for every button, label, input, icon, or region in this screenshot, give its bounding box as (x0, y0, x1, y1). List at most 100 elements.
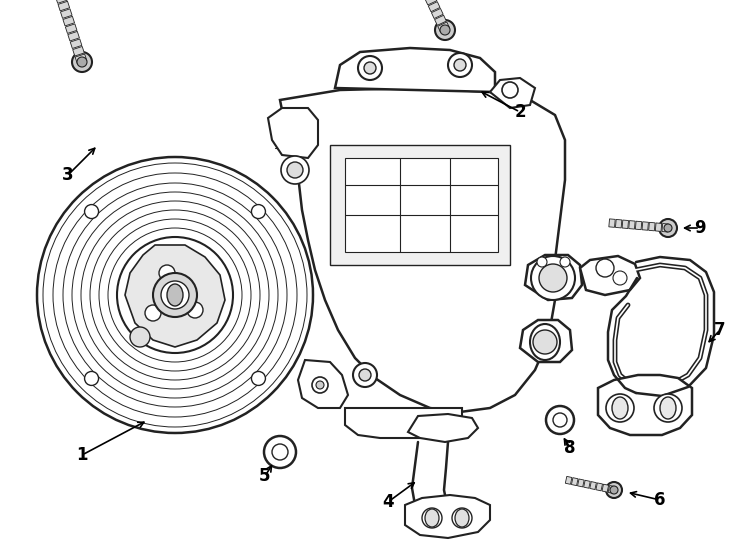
Circle shape (359, 369, 371, 381)
Polygon shape (642, 222, 648, 230)
Polygon shape (73, 46, 84, 56)
Circle shape (560, 257, 570, 267)
Circle shape (654, 394, 682, 422)
Polygon shape (425, 0, 437, 5)
Circle shape (613, 271, 627, 285)
Polygon shape (435, 15, 446, 25)
Polygon shape (572, 478, 578, 485)
Circle shape (272, 444, 288, 460)
Polygon shape (60, 9, 72, 18)
Circle shape (659, 219, 677, 237)
Polygon shape (520, 320, 572, 362)
Circle shape (312, 377, 328, 393)
Polygon shape (622, 220, 628, 228)
Polygon shape (578, 479, 584, 487)
Text: 7: 7 (714, 321, 726, 339)
Polygon shape (490, 78, 535, 108)
Polygon shape (655, 223, 662, 232)
Polygon shape (63, 16, 75, 26)
Circle shape (539, 264, 567, 292)
Circle shape (353, 363, 377, 387)
Text: 9: 9 (694, 219, 706, 237)
Polygon shape (70, 39, 82, 49)
Polygon shape (330, 145, 510, 265)
Circle shape (606, 394, 634, 422)
Circle shape (664, 224, 672, 232)
Text: 2: 2 (515, 103, 526, 121)
Polygon shape (437, 22, 449, 32)
Polygon shape (636, 221, 642, 229)
Ellipse shape (167, 284, 183, 306)
Polygon shape (649, 222, 655, 231)
Ellipse shape (425, 509, 439, 527)
Polygon shape (608, 485, 615, 494)
Text: 4: 4 (382, 493, 394, 511)
Circle shape (364, 62, 376, 74)
Polygon shape (345, 158, 498, 252)
Circle shape (72, 52, 92, 72)
Text: 6: 6 (654, 491, 666, 509)
Polygon shape (65, 24, 77, 33)
Circle shape (531, 256, 575, 300)
Polygon shape (125, 245, 225, 347)
Circle shape (287, 162, 303, 178)
Polygon shape (662, 224, 669, 232)
Circle shape (606, 482, 622, 498)
Polygon shape (335, 48, 495, 92)
Polygon shape (345, 408, 462, 438)
Polygon shape (58, 1, 70, 11)
Circle shape (454, 59, 466, 71)
Polygon shape (580, 256, 640, 295)
Circle shape (84, 372, 98, 386)
Circle shape (252, 372, 266, 386)
Circle shape (130, 327, 150, 347)
Polygon shape (68, 31, 79, 41)
Polygon shape (405, 495, 490, 538)
Polygon shape (590, 482, 597, 490)
Text: 8: 8 (564, 439, 575, 457)
Circle shape (440, 25, 450, 35)
Text: 1: 1 (76, 446, 88, 464)
Ellipse shape (455, 509, 469, 527)
Circle shape (77, 57, 87, 67)
Circle shape (281, 156, 309, 184)
Text: 3: 3 (62, 166, 74, 184)
Polygon shape (280, 88, 565, 412)
Circle shape (546, 406, 574, 434)
Polygon shape (596, 483, 603, 491)
Polygon shape (75, 54, 87, 64)
Circle shape (159, 265, 175, 281)
Circle shape (435, 20, 455, 40)
Ellipse shape (612, 397, 628, 419)
Circle shape (533, 330, 557, 354)
Ellipse shape (530, 324, 560, 360)
Polygon shape (428, 2, 440, 12)
Circle shape (448, 53, 472, 77)
Polygon shape (56, 0, 68, 3)
Polygon shape (408, 414, 478, 442)
Polygon shape (616, 219, 622, 228)
Circle shape (422, 508, 442, 528)
Circle shape (117, 237, 233, 353)
Polygon shape (298, 360, 348, 408)
Polygon shape (525, 255, 582, 300)
Polygon shape (432, 9, 443, 18)
Circle shape (537, 257, 547, 267)
Polygon shape (608, 219, 615, 227)
Ellipse shape (660, 397, 676, 419)
Polygon shape (584, 480, 590, 488)
Polygon shape (629, 221, 635, 229)
Circle shape (596, 259, 614, 277)
Circle shape (161, 281, 189, 309)
Circle shape (153, 273, 197, 317)
Polygon shape (565, 476, 572, 484)
Circle shape (264, 436, 296, 468)
Circle shape (187, 302, 203, 318)
Polygon shape (602, 484, 608, 492)
Circle shape (84, 205, 98, 219)
Polygon shape (598, 375, 692, 435)
Circle shape (316, 381, 324, 389)
Circle shape (37, 157, 313, 433)
Circle shape (145, 305, 161, 321)
Circle shape (252, 205, 266, 219)
